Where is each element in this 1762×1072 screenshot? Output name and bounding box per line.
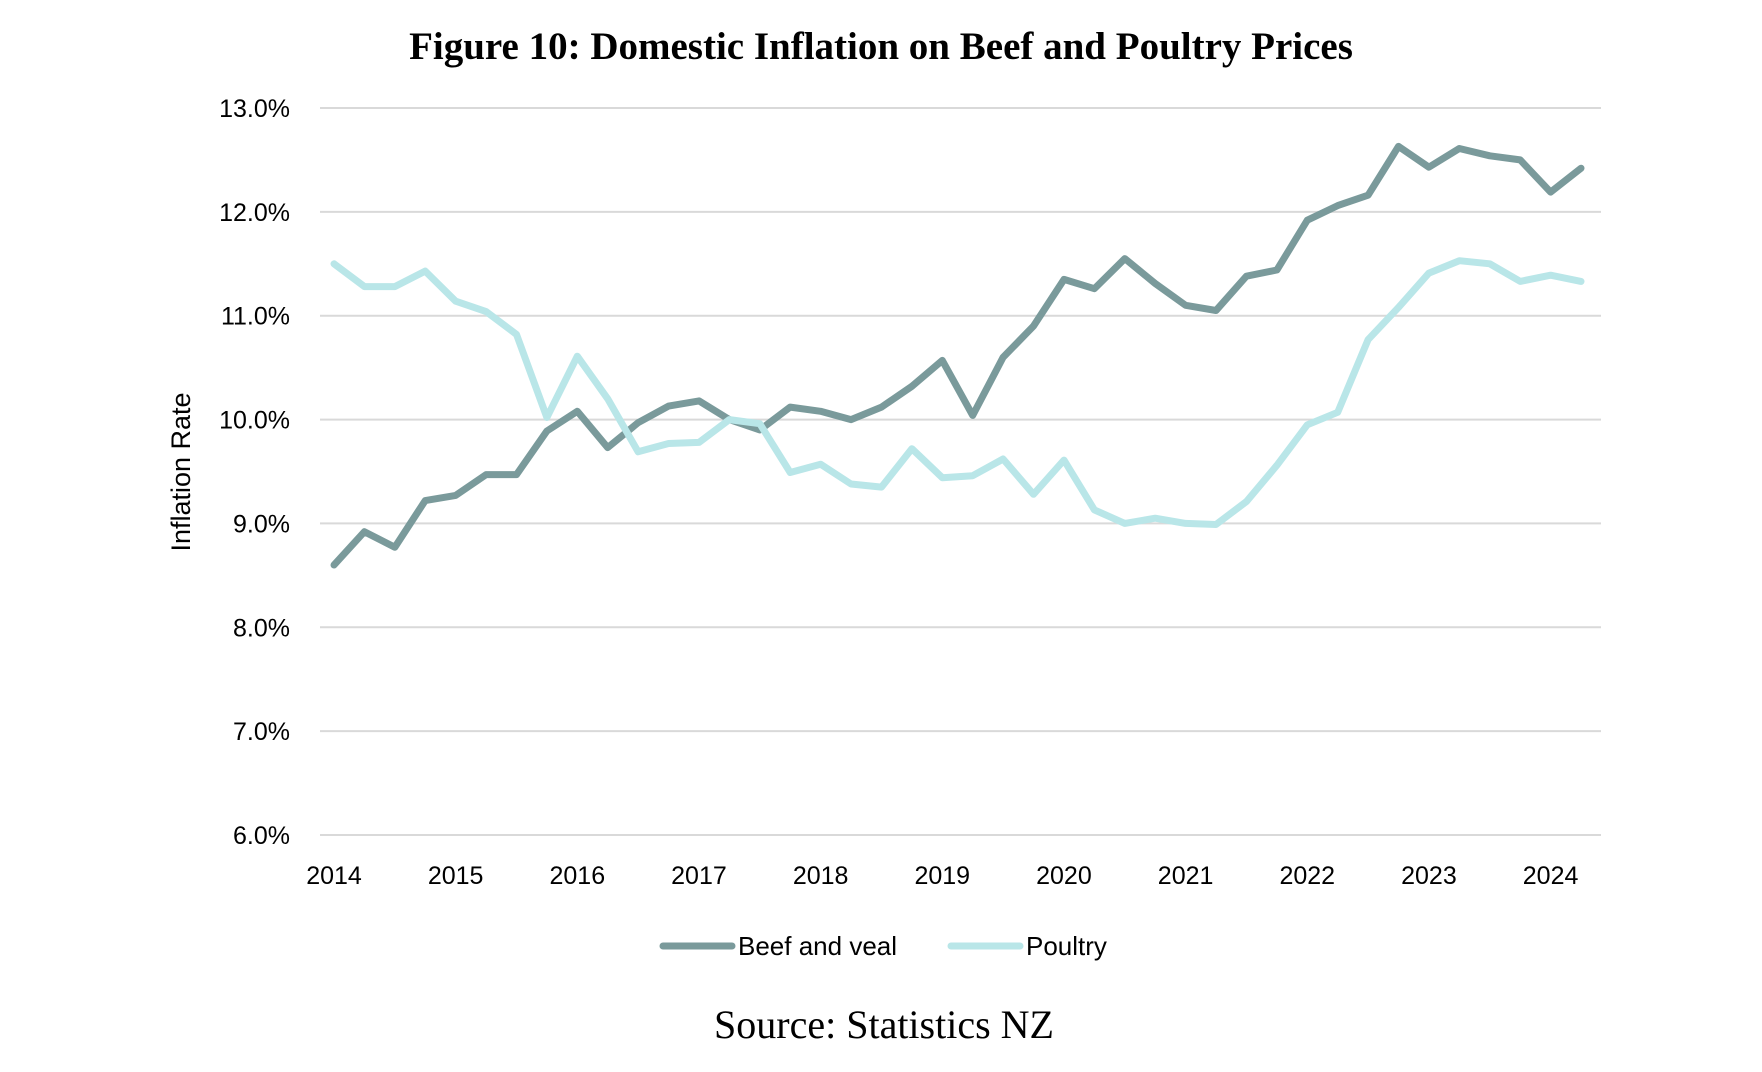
x-tick-label: 2014 bbox=[306, 862, 362, 890]
y-tick-label: 10.0% bbox=[219, 407, 290, 435]
series-line-poultry bbox=[330, 257, 1585, 528]
y-tick-label: 7.0% bbox=[233, 718, 290, 746]
legend-label-beef-and-veal: Beef and veal bbox=[738, 931, 897, 961]
x-tick-label: 2017 bbox=[671, 862, 727, 890]
x-tick-label: 2024 bbox=[1523, 862, 1579, 890]
legend-label-poultry: Poultry bbox=[1026, 931, 1107, 961]
chart-title: Figure 10: Domestic Inflation on Beef an… bbox=[409, 25, 1353, 68]
y-tick-label: 13.0% bbox=[219, 95, 290, 123]
x-tick-label: 2015 bbox=[428, 862, 484, 890]
x-tick-label: 2021 bbox=[1158, 862, 1214, 890]
x-tick-label: 2019 bbox=[914, 862, 970, 890]
y-tick-label: 8.0% bbox=[233, 614, 290, 642]
y-tick-label: 11.0% bbox=[221, 303, 290, 331]
y-axis-label: Inflation Rate bbox=[166, 392, 196, 551]
y-tick-label: 9.0% bbox=[233, 510, 290, 538]
x-tick-label: 2022 bbox=[1279, 862, 1335, 890]
source-note: Source: Statistics NZ bbox=[714, 1002, 1054, 1047]
x-tick-label: 2020 bbox=[1036, 862, 1092, 890]
gridlines bbox=[320, 107, 1601, 836]
y-tick-label: 12.0% bbox=[219, 199, 290, 227]
y-axis-ticks: 6.0% 7.0% 8.0% 9.0% 10.0% 11.0% 12.0% 13.0% bbox=[219, 95, 290, 850]
series-line-beef-and-veal bbox=[330, 142, 1585, 569]
x-tick-label: 2016 bbox=[550, 862, 606, 890]
x-tick-label: 2018 bbox=[793, 862, 849, 890]
y-tick-label: 6.0% bbox=[233, 822, 290, 850]
series-lines bbox=[330, 142, 1585, 569]
x-tick-label: 2023 bbox=[1401, 862, 1457, 890]
x-axis-ticks: 2014 2015 2016 2017 2018 2019 2020 2021 2022 2023… bbox=[306, 862, 1578, 890]
legend: Beef and veal Poultry bbox=[659, 931, 1107, 961]
